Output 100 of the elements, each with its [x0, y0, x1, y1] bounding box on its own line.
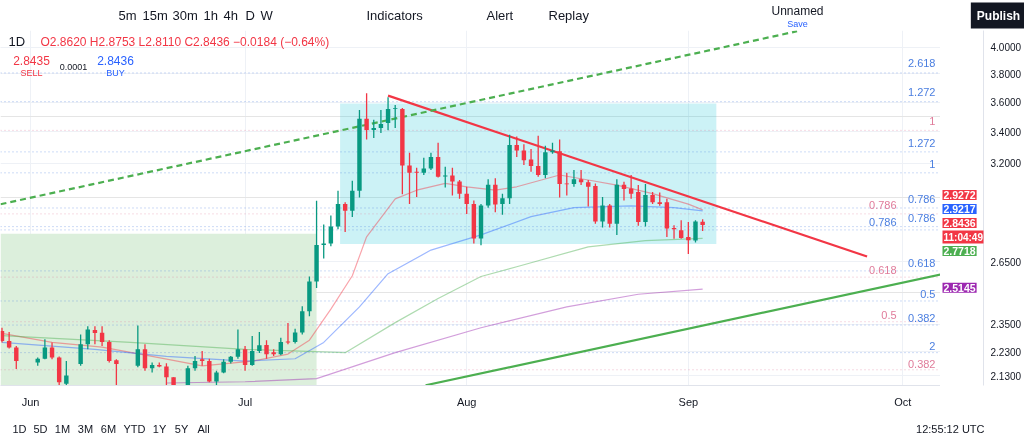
text: 2.5145 [943, 281, 976, 294]
candlestick [250, 335, 255, 367]
text: 5D [33, 422, 48, 435]
annotation: 0.786 [907, 193, 936, 206]
text: W [260, 8, 274, 23]
text: 1h [203, 8, 218, 23]
annotation: 0.5 [920, 287, 936, 300]
annotation: 2.618 [907, 56, 936, 69]
text: 1M [54, 422, 71, 435]
text: Save [787, 18, 808, 29]
x-tick-label: Jun [21, 395, 40, 408]
candlestick [678, 219, 684, 240]
candlestick [464, 186, 469, 215]
candlestick [414, 167, 419, 198]
annotation: 0.786 [869, 199, 897, 212]
y-tick-label: 3.8000 [990, 68, 1022, 80]
candlestick [407, 152, 412, 205]
annotation: 2.8436 [97, 54, 135, 68]
text: 5Y [174, 422, 189, 435]
candlestick [528, 148, 534, 173]
candlestick [378, 109, 384, 134]
annotation: 0.0001 [59, 61, 88, 72]
candlestick [493, 177, 498, 213]
text: 2.9217 [943, 203, 976, 215]
candlestick [578, 169, 584, 186]
candlestick [600, 196, 605, 229]
text: 2.8436 [943, 217, 976, 229]
text: YTD [123, 422, 146, 435]
annotation: 2 [929, 340, 936, 353]
annotation: 0.786 [869, 215, 897, 228]
candlestick [107, 339, 112, 364]
candlestick [450, 167, 455, 197]
text: 6M [100, 422, 117, 435]
text: 1Y [152, 422, 167, 435]
candlestick [350, 180, 355, 218]
candlestick [242, 345, 248, 372]
annotation: 0.786 [907, 212, 936, 225]
y-tick-label: 3.4000 [990, 126, 1022, 138]
text: 12:55:12 UTC [916, 422, 985, 435]
text: 3M [77, 422, 94, 435]
candlestick [535, 135, 541, 178]
text: Alert [486, 8, 514, 23]
candlestick [14, 345, 19, 370]
text: 1D [12, 422, 27, 435]
candlestick [500, 193, 505, 216]
candlestick [235, 328, 241, 360]
candlestick [114, 358, 119, 386]
x-tick-label: Oct [894, 395, 912, 408]
text: D [245, 8, 255, 23]
candlestick [364, 92, 369, 141]
annotation: 2.8435 [13, 54, 51, 68]
candlestick [64, 360, 69, 386]
text: Unnamed [771, 3, 824, 18]
y-tick-label: 3.2000 [990, 158, 1022, 170]
annotation: 0.382 [907, 357, 936, 370]
candlestick [457, 179, 462, 200]
candlestick [628, 174, 634, 200]
candlestick [571, 169, 577, 188]
candlestick [392, 104, 398, 129]
annotation: 1.272 [907, 85, 936, 98]
candlestick [686, 221, 691, 255]
annotation: 0.382 [907, 312, 936, 325]
text: 11:04:49 [943, 231, 984, 243]
annotation: 0.618 [869, 263, 897, 276]
x-tick-label: Aug [456, 395, 477, 408]
text: Replay [548, 8, 590, 23]
candlestick [543, 145, 548, 179]
candlestick [78, 333, 83, 367]
x-tick-label: Jul [238, 395, 253, 408]
annotation: 1 [929, 157, 936, 170]
candlestick [164, 362, 169, 386]
candlestick [342, 201, 348, 233]
candlestick [135, 324, 141, 369]
candlestick [514, 135, 519, 158]
chart-subtitle: O2.8620 H2.8753 L2.8110 C2.8436 −0.0184 (−0.64%) [40, 34, 330, 49]
candlestick [443, 166, 448, 189]
annotation: BUY [106, 67, 125, 78]
annotation: 1.272 [907, 136, 936, 149]
candlestick [607, 203, 612, 229]
candlestick [335, 190, 341, 231]
annotation: 0.618 [907, 257, 936, 270]
text: 2.7718 [943, 245, 976, 257]
candlestick [142, 343, 148, 372]
annotation: SELL [20, 67, 43, 78]
candlestick [485, 178, 491, 209]
text: 15m [142, 8, 168, 23]
text: 4h [223, 8, 238, 23]
candlestick [564, 172, 570, 197]
candlestick [435, 142, 441, 179]
y-tick-label: 2.3500 [990, 319, 1022, 331]
candlestick [264, 339, 269, 360]
y-tick-label: 2.1300 [990, 370, 1022, 382]
chart-title: 1D [8, 34, 26, 49]
y-tick-label: 4.0000 [990, 42, 1022, 54]
y-tick-label: 2.6500 [990, 256, 1022, 268]
text: 5m [118, 8, 137, 23]
y-tick-label: 3.6000 [990, 97, 1022, 109]
annotation: 1 [929, 114, 936, 127]
candlestick [257, 331, 262, 354]
y-tick-label: 2.2300 [990, 346, 1022, 358]
